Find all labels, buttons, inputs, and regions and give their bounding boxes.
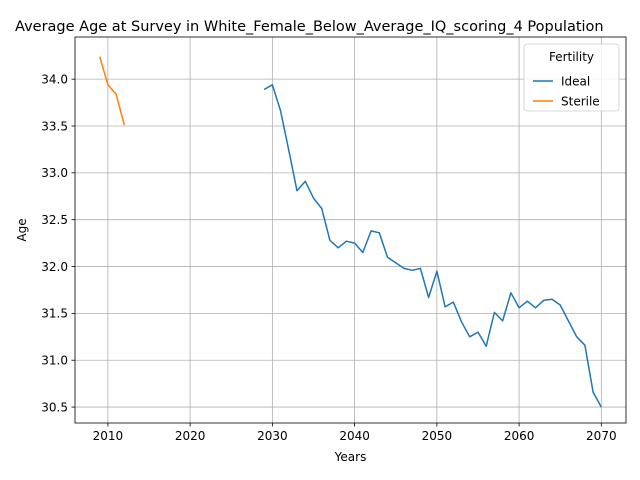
y-tick-label: 34.0: [41, 72, 68, 86]
series-sterile: [98, 56, 126, 126]
x-tick-label: 2030: [257, 429, 288, 443]
y-tick-label: 33.0: [41, 166, 68, 180]
plot-frame: [74, 36, 627, 424]
x-axis: 2010 2020 2030 2040 2050 2060 2070: [93, 423, 617, 443]
chart-title: Average Age at Survey in White_Female_Be…: [15, 19, 604, 35]
y-tick-label: 30.5: [41, 400, 68, 414]
legend-label: Sterile: [561, 94, 600, 108]
y-axis: 30.5 31.0 31.5 32.0 32.5 33.0 33.5 34.0: [41, 72, 75, 414]
x-tick-label: 2060: [504, 429, 535, 443]
x-tick-label: 2050: [422, 429, 453, 443]
x-tick-label: 2020: [175, 429, 206, 443]
x-tick-label: 2070: [586, 429, 617, 443]
legend-label: Ideal: [561, 74, 590, 88]
series-line: [98, 56, 126, 126]
grid: [75, 37, 626, 423]
series-layer: [98, 56, 602, 408]
y-tick-label: 32.0: [41, 260, 68, 274]
legend: Fertility Ideal Sterile: [523, 43, 620, 112]
x-axis-label: Years: [334, 450, 367, 464]
x-tick-label: 2040: [339, 429, 370, 443]
series-ideal: [263, 84, 602, 408]
legend-box: [523, 43, 620, 112]
y-tick-label: 33.5: [41, 119, 68, 133]
y-axis-label: Age: [15, 218, 29, 241]
x-tick-label: 2010: [93, 429, 124, 443]
y-tick-label: 32.5: [41, 213, 68, 227]
series-line: [263, 84, 602, 408]
y-tick-label: 31.5: [41, 307, 68, 321]
legend-title: Fertility: [549, 50, 594, 64]
y-tick-label: 31.0: [41, 354, 68, 368]
